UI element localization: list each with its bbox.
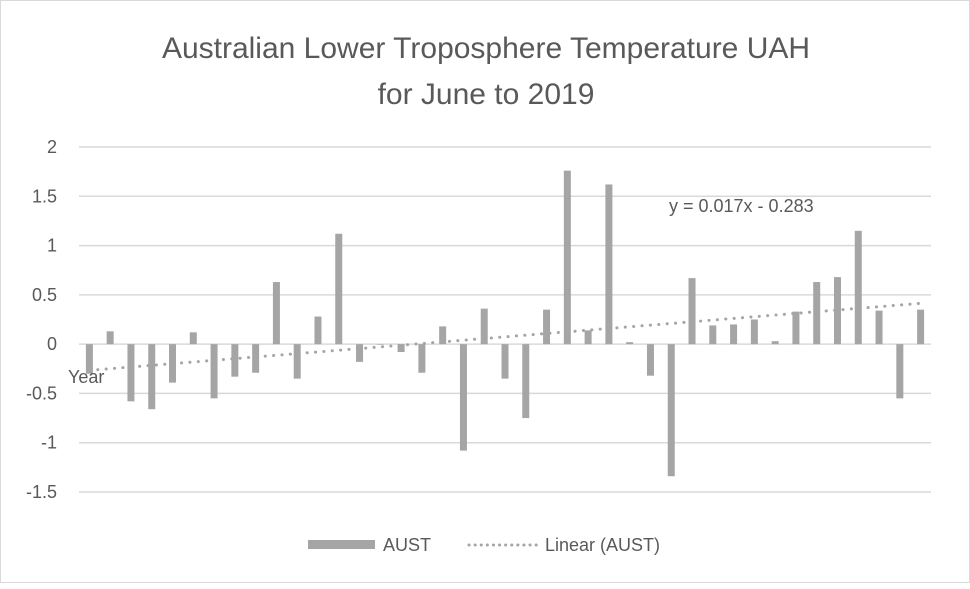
bar bbox=[189, 332, 197, 345]
y-tick-label: 1.5 bbox=[32, 186, 57, 206]
bar bbox=[563, 170, 571, 345]
chart-subtitle: for June to 2019 bbox=[378, 78, 595, 111]
bar bbox=[501, 344, 509, 379]
bar bbox=[917, 309, 925, 345]
legend-swatch-aust bbox=[308, 540, 375, 549]
bar bbox=[771, 341, 779, 345]
bar bbox=[543, 309, 551, 345]
bar bbox=[854, 230, 862, 345]
bar bbox=[148, 344, 156, 410]
bar bbox=[480, 308, 488, 345]
bars bbox=[85, 170, 925, 477]
bar bbox=[272, 282, 280, 345]
bar bbox=[896, 344, 904, 399]
y-tick-label: 0 bbox=[47, 334, 57, 354]
bar bbox=[376, 344, 384, 345]
bar bbox=[626, 342, 634, 345]
bar bbox=[813, 282, 821, 345]
bar bbox=[459, 344, 467, 451]
bar bbox=[688, 278, 696, 345]
bar bbox=[397, 344, 405, 353]
bar bbox=[750, 319, 758, 345]
bar bbox=[792, 311, 800, 345]
bar bbox=[314, 316, 322, 345]
bar bbox=[730, 324, 738, 345]
legend-label-aust: AUST bbox=[383, 535, 431, 555]
bar bbox=[439, 326, 447, 345]
bar bbox=[231, 344, 239, 377]
bar bbox=[605, 184, 613, 345]
bar bbox=[356, 344, 364, 362]
bar bbox=[106, 331, 114, 345]
trend-equation: y = 0.017x - 0.283 bbox=[669, 196, 814, 216]
bar bbox=[418, 344, 426, 373]
bar bbox=[210, 344, 218, 399]
y-tick-label: 1 bbox=[47, 236, 57, 256]
y-tick-label: 2 bbox=[47, 137, 57, 157]
bar bbox=[875, 310, 883, 345]
bar bbox=[252, 344, 260, 373]
bar bbox=[335, 233, 343, 345]
bar bbox=[85, 344, 93, 374]
y-tick-label: -0.5 bbox=[26, 383, 57, 403]
bar bbox=[833, 277, 841, 345]
y-tick-label: -1 bbox=[41, 433, 57, 453]
legend-label-linear: Linear (AUST) bbox=[545, 535, 660, 555]
chart-title: Australian Lower Troposphere Temperature… bbox=[162, 32, 810, 65]
bar bbox=[293, 344, 301, 379]
bar bbox=[646, 344, 654, 376]
legend: AUST Linear (AUST) bbox=[308, 535, 660, 555]
bar bbox=[127, 344, 135, 402]
bar bbox=[709, 325, 717, 345]
bar bbox=[522, 344, 530, 419]
x-axis-label: Year bbox=[68, 367, 104, 387]
bar bbox=[667, 344, 675, 477]
y-axis-ticks: 2 1.5 1 0.5 0 -0.5 -1 -1.5 bbox=[26, 137, 57, 502]
y-tick-label: 0.5 bbox=[32, 285, 57, 305]
y-tick-label: -1.5 bbox=[26, 482, 57, 502]
bar bbox=[584, 330, 592, 345]
